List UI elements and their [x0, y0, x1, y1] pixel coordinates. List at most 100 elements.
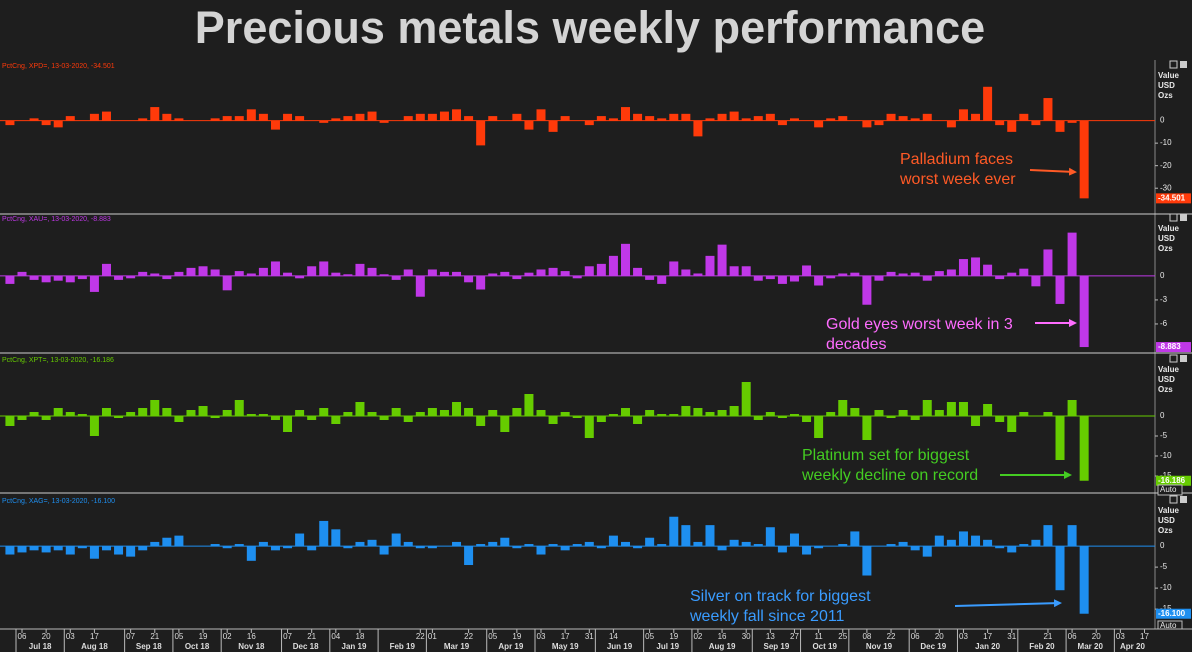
- bar: [693, 120, 703, 137]
- bar: [886, 416, 896, 418]
- bar: [765, 275, 775, 280]
- x-tick-label: 30: [742, 632, 751, 641]
- x-tick-label: 07: [283, 632, 292, 641]
- bar: [246, 546, 256, 561]
- bar: [814, 275, 824, 286]
- bar: [101, 111, 111, 121]
- bar: [958, 259, 968, 276]
- x-tick-label: 20: [1092, 632, 1101, 641]
- bar: [1031, 120, 1041, 126]
- bar: [765, 113, 775, 121]
- bar: [53, 408, 63, 416]
- bar: [319, 120, 329, 123]
- bar: [138, 118, 148, 121]
- annotation: weekly fall since 2011: [689, 608, 845, 625]
- bar: [367, 111, 377, 121]
- bar: [995, 416, 1005, 422]
- bar: [862, 546, 872, 576]
- bar: [789, 533, 799, 547]
- bar: [343, 546, 353, 549]
- bar: [898, 410, 908, 416]
- bar: [186, 410, 196, 416]
- last-value-box: [1156, 608, 1191, 619]
- bar: [524, 394, 534, 416]
- axis-unit: Value: [1158, 224, 1179, 233]
- bar: [150, 541, 160, 547]
- close-icon: [1180, 61, 1187, 68]
- bar: [476, 544, 486, 547]
- bar: [633, 267, 643, 276]
- bar: [512, 275, 522, 280]
- bar: [1067, 525, 1077, 547]
- bar: [210, 118, 220, 121]
- bar: [777, 120, 787, 126]
- bar: [633, 416, 643, 424]
- bar: [572, 416, 582, 418]
- y-tick-label: -10: [1160, 583, 1172, 592]
- bar: [1043, 412, 1053, 416]
- bar: [971, 257, 981, 276]
- bar: [295, 116, 305, 121]
- bar: [536, 410, 546, 416]
- bar: [391, 408, 401, 416]
- bar: [802, 265, 812, 276]
- bar: [415, 412, 425, 416]
- bar: [512, 546, 522, 549]
- y-tick-label: 0: [1160, 411, 1165, 420]
- month-label: Jul 18: [29, 642, 52, 651]
- month-label: Oct 18: [185, 642, 210, 651]
- bar: [1007, 120, 1017, 132]
- bar: [138, 546, 148, 551]
- bar: [983, 539, 993, 547]
- month-label: Aug 19: [709, 642, 736, 651]
- bar: [729, 406, 739, 416]
- bar: [560, 412, 570, 416]
- x-tick-label: 20: [935, 632, 944, 641]
- bar: [1055, 416, 1065, 460]
- bar: [126, 546, 136, 557]
- x-tick-label: 21: [150, 632, 159, 641]
- bar: [101, 408, 111, 416]
- bar: [53, 275, 63, 281]
- month-label: Nov 18: [238, 642, 265, 651]
- y-tick-label: -30: [1160, 183, 1172, 192]
- bar: [355, 541, 365, 547]
- x-tick-label: 08: [862, 632, 871, 641]
- bar: [874, 120, 884, 126]
- bar: [1043, 525, 1053, 547]
- last-value-box: [1156, 342, 1191, 353]
- bar: [150, 273, 160, 276]
- bar: [1007, 546, 1017, 553]
- bar: [452, 271, 462, 276]
- bar: [331, 272, 341, 276]
- bar: [283, 546, 293, 549]
- bar: [572, 275, 582, 279]
- bar: [138, 408, 148, 416]
- bar: [114, 275, 124, 280]
- bar: [355, 263, 365, 276]
- x-tick-label: 31: [1007, 632, 1016, 641]
- close-icon: [1180, 496, 1187, 503]
- bar: [850, 531, 860, 547]
- bar: [5, 275, 15, 284]
- bar: [391, 533, 401, 547]
- x-tick-label: 03: [1116, 632, 1125, 641]
- bar: [270, 261, 280, 276]
- last-value-box: [1156, 193, 1191, 204]
- bar: [753, 416, 763, 420]
- bar: [89, 546, 99, 559]
- bar: [427, 546, 437, 549]
- y-tick-label: -3: [1160, 295, 1168, 304]
- bar: [862, 120, 872, 128]
- bar: [705, 412, 715, 416]
- bar: [765, 527, 775, 547]
- bar: [488, 541, 498, 547]
- bar: [210, 269, 220, 276]
- bar: [995, 275, 1005, 280]
- bar: [391, 275, 401, 280]
- bar: [427, 269, 437, 276]
- bar: [452, 109, 462, 121]
- bar: [645, 116, 655, 121]
- bar: [270, 120, 280, 130]
